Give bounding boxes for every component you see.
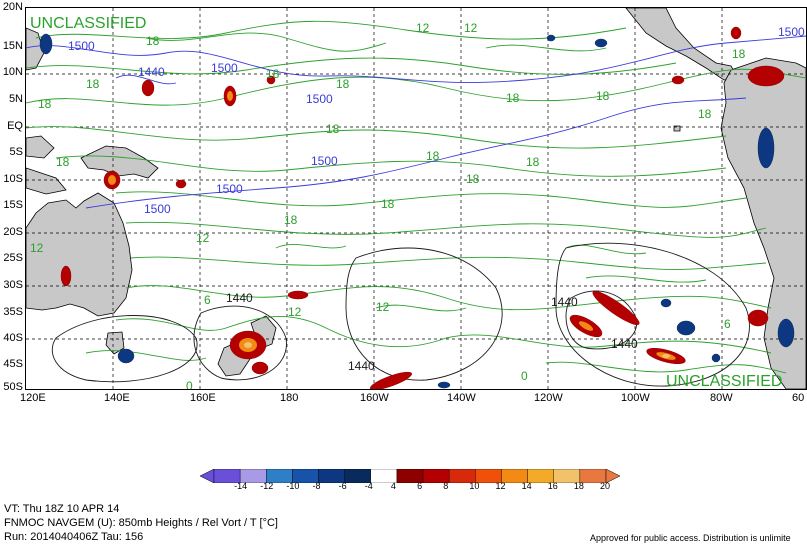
height-label: 1500 (68, 39, 95, 53)
land-masses (26, 8, 806, 389)
map-panel: UNCLASSIFIED UNCLASSIFIED 1500 1440 1500… (25, 7, 807, 390)
colorbar-label: 10 (469, 481, 480, 491)
height-1500-contours (26, 35, 806, 209)
temp-label: 12 (464, 21, 478, 35)
colorbar-cells (213, 469, 607, 483)
height-labels: 1500 1440 1500 1500 1500 1500 1500 1440 … (68, 25, 805, 373)
lat-label-25s: 25S (3, 252, 23, 264)
colorbar-label: 6 (417, 481, 423, 491)
disclaimer: Approved for public access. Distribution… (590, 533, 791, 543)
temp-label: 18 (146, 34, 160, 48)
lon-label-120w: 120W (534, 392, 563, 404)
height-1440-contours (51, 242, 750, 387)
temp-label: 18 (284, 213, 298, 227)
colorbar-label: 8 (443, 481, 449, 491)
height-label: 1440 (348, 359, 375, 373)
temp-label: 6 (724, 317, 731, 331)
height-label: 1440 (611, 337, 638, 351)
colorbar-label: 12 (495, 481, 506, 491)
valid-time: VT: Thu 18Z 10 APR 14 (4, 503, 120, 515)
temp-label: 6 (204, 293, 211, 307)
colorbar-label: 16 (547, 481, 558, 491)
temp-label: 18 (732, 47, 746, 61)
lat-label-15s: 15S (3, 199, 23, 211)
weather-map: UNCLASSIFIED UNCLASSIFIED 1500 1440 1500… (26, 8, 806, 389)
colorbar-label: -10 (286, 481, 300, 491)
temp-label: 18 (466, 172, 480, 186)
temp-label: 12 (196, 231, 210, 245)
lat-label-45s: 45S (3, 358, 23, 370)
lon-label-140e: 140E (104, 392, 130, 404)
temp-label: 18 (336, 77, 350, 91)
temp-label: 18 (266, 67, 280, 81)
height-label: 1500 (311, 154, 338, 168)
lat-label-50s: 50S (3, 381, 23, 393)
colorbar-label: -14 (234, 481, 248, 491)
temp-label: 0 (521, 369, 528, 383)
lon-label-120e: 120E (20, 392, 46, 404)
temp-label: 0 (186, 379, 193, 389)
lon-label-140w: 140W (447, 392, 476, 404)
height-label: 1440 (551, 295, 578, 309)
lon-label-180: 180 (280, 392, 299, 404)
lon-label-80w: 80W (710, 392, 733, 404)
colorbar-label: 14 (521, 481, 532, 491)
temp-label: 18 (86, 77, 100, 91)
lat-label-40s: 40S (3, 332, 23, 344)
height-label: 1500 (306, 92, 333, 106)
temp-label: 18 (38, 97, 52, 111)
temp-label: 18 (506, 91, 520, 105)
colorbar-label: -12 (260, 481, 274, 491)
temp-label: 12 (416, 21, 430, 35)
lon-label-160w: 160W (360, 392, 389, 404)
run-info: Run: 2014040406Z Tau: 156 (4, 531, 144, 543)
temperature-contours (26, 20, 806, 374)
colorbar-label: 4 (390, 481, 396, 491)
watermark-bottom: UNCLASSIFIED (666, 373, 782, 389)
colorbar-arrow-right (605, 469, 620, 483)
temp-label: 12 (288, 305, 302, 319)
colorbar-label: -4 (364, 481, 373, 491)
height-label: 1500 (778, 25, 805, 39)
lon-label-100w: 100W (621, 392, 650, 404)
colorbar-label: -6 (338, 481, 347, 491)
height-label: 1440 (226, 291, 253, 305)
lon-label-60: 60 (792, 392, 805, 404)
height-label: 1500 (144, 202, 171, 216)
vorticity-negative (39, 33, 795, 389)
temp-label: 12 (30, 241, 44, 255)
lat-label-20s: 20S (3, 226, 23, 238)
lat-label-5s: 5S (9, 146, 23, 158)
temp-label: 12 (376, 300, 390, 314)
temperature-labels: 18 18 18 18 18 12 12 18 18 18 18 18 18 1… (30, 21, 746, 389)
lat-label-10n: 10N (2, 66, 23, 78)
grid-lines (26, 8, 806, 389)
temp-label: 18 (381, 197, 395, 211)
watermark-top: UNCLASSIFIED (30, 15, 146, 32)
temp-label: 18 (426, 149, 440, 163)
height-label: 1500 (211, 61, 238, 75)
temp-label: 18 (326, 122, 340, 136)
colorbar (200, 469, 620, 483)
product-title: FNMOC NAVGEM (U): 850mb Heights / Rel Vo… (4, 517, 278, 529)
colorbar-arrow-left (200, 469, 215, 483)
temp-label: 18 (596, 89, 610, 103)
vorticity-peak (244, 342, 670, 358)
lat-label-15n: 15N (2, 40, 23, 52)
lat-label-20n: 20N (2, 1, 23, 13)
lat-label-35s: 35S (3, 306, 23, 318)
lon-label-160e: 160E (190, 392, 216, 404)
colorbar-label: -8 (312, 481, 321, 491)
lat-label-10s: 10S (3, 173, 23, 185)
height-label: 1440 (138, 65, 165, 79)
lat-label-30s: 30S (3, 279, 23, 291)
height-label: 1500 (216, 182, 243, 196)
temp-label: 18 (56, 155, 70, 169)
lat-label-5n: 5N (8, 93, 23, 105)
colorbar-label: 18 (573, 481, 584, 491)
colorbar-label: 20 (600, 481, 611, 491)
lat-label-eq: EQ (7, 120, 23, 132)
temp-label: 18 (526, 155, 540, 169)
temp-label: 18 (698, 107, 712, 121)
